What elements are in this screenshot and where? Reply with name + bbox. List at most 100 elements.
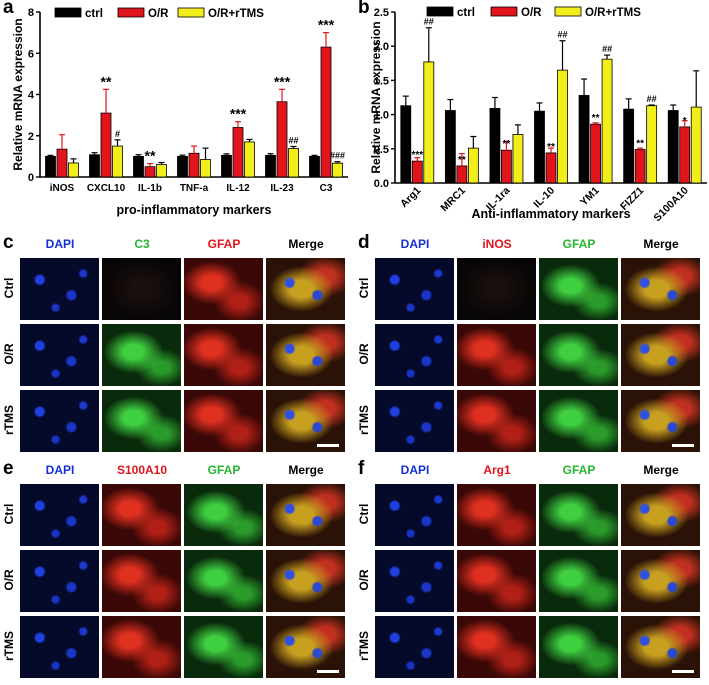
micrograph-panel-e: e DAPI S100A10 GFAP Merge Ctrl O/R rTMS: [0, 458, 354, 685]
column-header-merge: Merge: [288, 237, 324, 251]
bar-O/R+rTMS-IL-1ra: [512, 134, 524, 184]
bar-O/R-MRC1: [456, 165, 468, 184]
micrograph-f-rtms-arg1: [456, 615, 537, 679]
bar-ctrl-IL-23: [265, 154, 276, 178]
panel-letter-f: f: [358, 458, 365, 479]
bar-O/R+rTMS-IL-23: [288, 148, 299, 178]
bar-O/R-iNOS: [56, 148, 68, 178]
column-header-gfap: GFAP: [562, 463, 596, 477]
y-tick-label: 0: [28, 172, 34, 184]
bar-O/R+rTMS-MRC1: [467, 147, 479, 184]
y-tick-label: 6: [28, 48, 34, 60]
micrograph-f-rtms-dapi: [374, 615, 455, 679]
column-header-merge: Merge: [643, 237, 679, 251]
row-label-rtms: rTMS: [2, 405, 16, 435]
row-label-ctrl: Ctrl: [2, 503, 16, 525]
y-tick-label: 2: [28, 131, 34, 143]
significance-or: ***: [411, 150, 423, 161]
micrograph-e-ctrl-gfap: [183, 483, 264, 547]
row-label-rtms: rTMS: [357, 405, 371, 435]
significance-or: **: [547, 142, 555, 153]
bar-O/R+rTMS-TNF-a: [200, 159, 211, 178]
micrograph-c-o-r-dapi: [19, 323, 100, 387]
micrograph-d-ctrl-gfap: [538, 257, 619, 321]
micrograph-d-o-r-merge: [620, 323, 701, 387]
micrograph-d-o-r-gfap: [538, 323, 619, 387]
legend-label-ctrl: ctrl: [457, 7, 475, 19]
x-tick-label: TNF-a: [180, 183, 209, 194]
legend-label-O/R: O/R: [148, 8, 169, 20]
micrograph-d-rtms-merge: [620, 389, 701, 453]
bar-ctrl-TNF-a: [177, 155, 188, 178]
x-tick-label: iNOS: [50, 183, 75, 194]
column-header-s100a10: S100A10: [116, 463, 168, 477]
significance-rtms: ##: [602, 44, 612, 54]
bar-ctrl-IL-10: [534, 110, 545, 184]
micrograph-f-ctrl-dapi: [374, 483, 455, 547]
micrograph-panel-f: f DAPI Arg1 GFAP Merge Ctrl O/R rTMS: [355, 458, 709, 685]
micrograph-f-o-r-gfap: [538, 549, 619, 613]
row-label-ctrl: Ctrl: [2, 277, 16, 299]
legend-label-O/R+rTMS: O/R+rTMS: [585, 7, 641, 19]
bar-ctrl-MRC1: [444, 110, 456, 184]
bar-O/R-YM1: [590, 123, 601, 184]
bar-O/R+rTMS-CXCL10: [112, 145, 123, 178]
micrograph-e-o-r-gfap: [183, 549, 264, 613]
micrograph-d-rtms-dapi: [374, 389, 455, 453]
bar-O/R+rTMS-IL-12: [244, 141, 255, 178]
micrograph-f-ctrl-arg1: [456, 483, 537, 547]
bar-O/R+rTMS-iNOS: [68, 162, 79, 178]
bar-O/R-S100A10: [679, 126, 691, 184]
column-header-inos: iNOS: [482, 237, 512, 251]
significance-or: ***: [318, 17, 335, 33]
legend-swatch-O/R: [117, 7, 145, 18]
y-tick-label: 2.5: [374, 7, 389, 19]
y-tick-label: 2.0: [374, 41, 389, 53]
significance-or: *: [683, 116, 687, 127]
y-tick-label: 8: [28, 7, 34, 19]
x-tick-label: IL-12: [226, 183, 250, 194]
row-label-ctrl: Ctrl: [357, 503, 371, 525]
bar-ctrl-FIZZ1: [623, 108, 635, 184]
panel-letter-b: b: [358, 0, 370, 18]
bar-ctrl-S100A10: [667, 110, 679, 184]
column-header-dapi: DAPI: [400, 463, 430, 477]
row-label-o-r: O/R: [2, 343, 16, 365]
significance-or: **: [592, 113, 600, 124]
significance-or: ***: [230, 106, 247, 122]
micrograph-d-rtms-gfap: [538, 389, 619, 453]
y-tick-label: 0.0: [374, 178, 389, 190]
micrograph-e-ctrl-dapi: [19, 483, 100, 547]
bar-O/R-IL-1b: [144, 166, 156, 178]
legend-label-O/R+rTMS: O/R+rTMS: [208, 8, 264, 20]
micrograph-c-rtms-merge: [265, 389, 346, 453]
micrograph-c-ctrl-dapi: [19, 257, 100, 321]
row-label-o-r: O/R: [357, 343, 371, 365]
row-label-rtms: rTMS: [2, 631, 16, 661]
scale-bar: [672, 670, 694, 673]
micrograph-d-o-r-inos: [456, 323, 537, 387]
micrograph-f-rtms-merge: [620, 615, 701, 679]
bar-O/R-CXCL10: [100, 112, 112, 178]
bar-O/R-IL-10: [545, 152, 557, 184]
x-axis-label: pro-inflammatory markers: [117, 203, 272, 217]
bar-ctrl-IL-1ra: [489, 108, 501, 184]
significance-or: **: [458, 155, 466, 166]
legend-swatch-O/R+rTMS: [554, 6, 582, 17]
column-header-dapi: DAPI: [45, 463, 75, 477]
bar-O/R+rTMS-IL-10: [557, 69, 568, 184]
row-label-ctrl: Ctrl: [357, 277, 371, 299]
significance-rtms: ###: [330, 151, 345, 161]
significance-rtms: ##: [288, 135, 298, 145]
micrograph-f-o-r-merge: [620, 549, 701, 613]
bar-O/R+rTMS-C3: [332, 162, 343, 178]
bar-ctrl-CXCL10: [89, 154, 100, 178]
legend-label-ctrl: ctrl: [85, 8, 103, 20]
significance-rtms: #: [115, 129, 120, 139]
column-header-merge: Merge: [643, 463, 679, 477]
panel-letter-d: d: [358, 232, 370, 253]
x-tick-label: MRC1: [438, 185, 468, 215]
micrograph-e-rtms-gfap: [183, 615, 264, 679]
legend-swatch-O/R: [490, 6, 518, 17]
